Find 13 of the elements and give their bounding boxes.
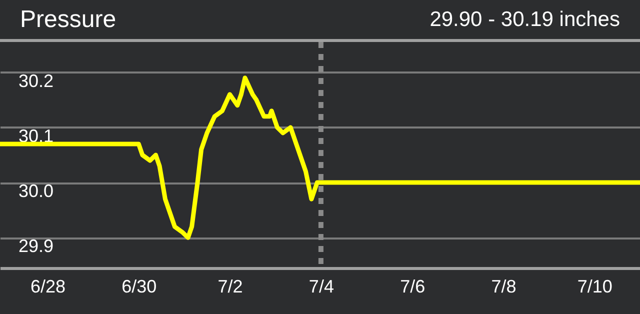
y-tick-label: 30.1 [18,126,54,146]
x-tick-label: 7/2 [218,276,243,296]
x-tick-label: 7/8 [491,276,516,296]
chart-subtitle: 29.90 - 30.19 inches [430,8,620,32]
x-tick-label: 7/4 [308,276,334,296]
x-tick-label: 7/10 [577,276,612,296]
y-tick-label: 30.2 [18,70,54,91]
y-tick-label: 30.0 [18,181,54,202]
chart-title: Pressure [20,6,116,34]
x-tick-label: 7/6 [400,276,426,296]
y-tick-label: 29.9 [18,236,54,256]
x-tick-label: 6/30 [122,276,157,296]
x-tick-label: 6/28 [30,276,66,296]
